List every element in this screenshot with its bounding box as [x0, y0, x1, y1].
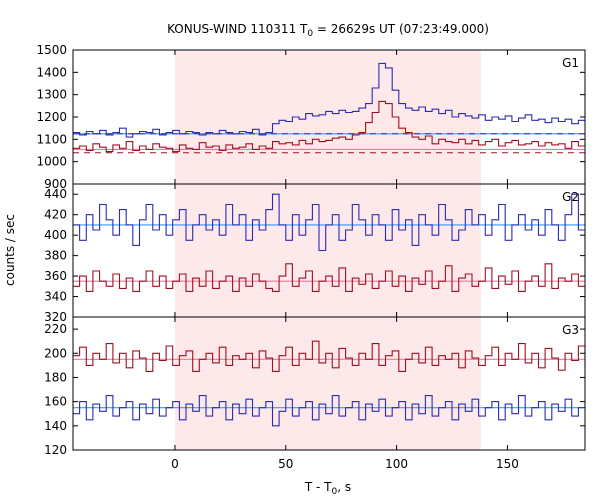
x-tick-label: 100: [385, 457, 408, 471]
y-tick-label: 360: [44, 269, 67, 283]
y-tick-label: 320: [44, 310, 67, 324]
x-tick-label: 150: [496, 457, 519, 471]
y-tick-label: 1500: [36, 43, 67, 57]
panel-label: G2: [562, 190, 579, 204]
y-tick-label: 200: [44, 346, 67, 360]
y-axis-label: counts / sec: [3, 214, 17, 286]
y-tick-label: 1000: [36, 155, 67, 169]
x-axis-label: T - T0, s: [304, 480, 351, 497]
y-tick-label: 140: [44, 419, 67, 433]
panel-label: G1: [562, 56, 579, 70]
y-tick-label: 220: [44, 322, 67, 336]
y-tick-label: 440: [44, 187, 67, 201]
y-tick-label: 1400: [36, 65, 67, 79]
y-tick-label: 160: [44, 395, 67, 409]
lightcurve-red: [73, 100, 585, 153]
plot-area: 900100011001200130014001500G132034036038…: [36, 43, 586, 471]
x-tick-label: 50: [278, 457, 293, 471]
y-tick-label: 1200: [36, 110, 67, 124]
y-tick-label: 1100: [36, 132, 67, 146]
y-tick-label: 340: [44, 290, 67, 304]
y-tick-label: 400: [44, 228, 67, 242]
panel-frame: [72, 316, 586, 451]
y-tick-label: 1300: [36, 88, 67, 102]
x-tick-label: 0: [171, 457, 179, 471]
y-tick-label: 180: [44, 370, 67, 384]
y-tick-label: 420: [44, 208, 67, 222]
lightcurve-blue: [73, 193, 585, 252]
y-tick-label: 380: [44, 249, 67, 263]
chart-title: KONUS-WIND 110311 T0 = 26629s UT (07:23:…: [167, 22, 489, 39]
y-tick-label: 900: [44, 177, 67, 191]
lightcurve-red: [73, 340, 585, 372]
lightcurve-red: [73, 263, 585, 292]
panel-label: G3: [562, 323, 579, 337]
panel-g3: 120 140 160 180 200 220 G3: [44, 316, 586, 457]
burst-interval-shade: [174, 50, 481, 450]
y-tick-label: 120: [44, 443, 67, 457]
lightcurve-blue: [73, 395, 585, 427]
lightcurve-blue: [73, 62, 585, 138]
